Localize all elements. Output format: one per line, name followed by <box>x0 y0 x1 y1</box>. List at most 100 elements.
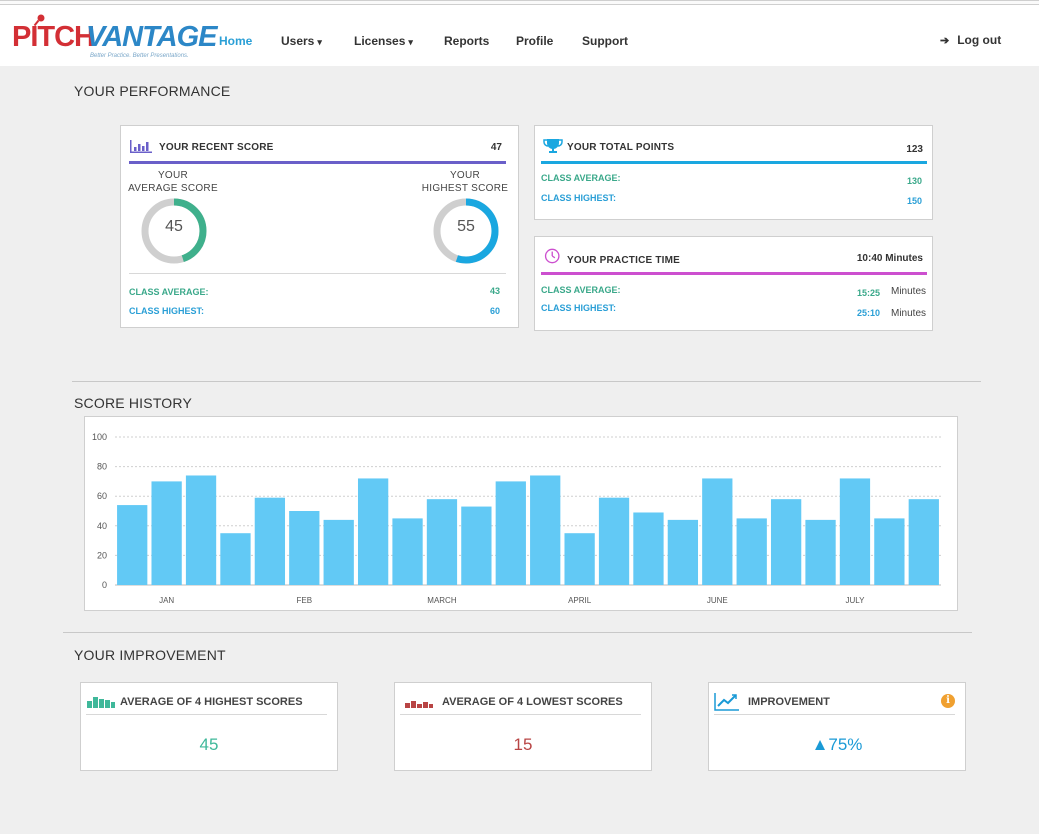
nav-licenses-label: Licenses <box>354 34 406 48</box>
improvement-section-title: YOUR IMPROVEMENT <box>74 647 226 663</box>
y-tick-label: 20 <box>97 550 107 560</box>
score-bar[interactable] <box>357 478 389 585</box>
info-icon[interactable]: i <box>941 694 955 708</box>
recent-score-value: 47 <box>490 142 502 153</box>
performance-section-title: YOUR PERFORMANCE <box>74 83 231 99</box>
practice-time-card: YOUR PRACTICE TIME 10:40 Minutes CLASS A… <box>534 236 933 331</box>
nav-licenses[interactable]: Licenses ▾ <box>354 34 413 48</box>
highest-score-ring <box>433 198 499 264</box>
score-bar[interactable] <box>770 499 802 585</box>
y-tick-label: 80 <box>97 462 107 472</box>
score-bar[interactable] <box>530 475 561 585</box>
score-bar[interactable] <box>392 518 423 585</box>
total-points-value: 123 <box>906 144 923 155</box>
nav-users-label: Users <box>281 34 315 48</box>
recent-score-title: YOUR RECENT SCORE <box>159 142 274 153</box>
y-tick-label: 0 <box>102 580 107 590</box>
logout-icon: ➔ <box>940 35 950 47</box>
x-tick-label: APRIL <box>568 596 592 605</box>
score-history-svg: 0 20 40 60 80 100 JAN FEB MARCH APRIL JUNE JULY <box>92 432 941 605</box>
up-arrow-icon: ▲ <box>811 735 829 754</box>
score-bar[interactable] <box>564 533 595 585</box>
pitchvantage-logo[interactable]: PITCH VANTAGE Better Practice. Better Pr… <box>12 14 217 65</box>
class-highest-label: CLASS HIGHEST: <box>129 306 205 316</box>
recent-score-bar <box>129 161 506 164</box>
y-tick-label: 40 <box>97 521 107 531</box>
improvement-header: IMPROVEMENT i <box>714 691 955 715</box>
points-class-highest-value: 150 <box>906 196 922 206</box>
lowest-scores-value: 15 <box>513 735 533 754</box>
total-points-card: YOUR TOTAL POINTS 123 CLASS AVERAGE: 130… <box>534 125 933 220</box>
average-score-value: 45 <box>165 218 183 235</box>
improvement-card: IMPROVEMENT i ▲75% <box>708 682 966 771</box>
score-history-chart: 0 20 40 60 80 100 JAN FEB MARCH APRIL JUNE JULY <box>84 416 958 611</box>
average-score-label-line2: AVERAGE SCORE <box>128 183 218 194</box>
score-history-section-title: SCORE HISTORY <box>74 395 192 411</box>
logo-vantage: VANTAGE <box>86 21 217 53</box>
class-average-value: 43 <box>489 286 500 296</box>
practice-time-bar <box>541 272 927 275</box>
nav-support[interactable]: Support <box>582 34 628 48</box>
highest-score-gauge: 55 <box>431 196 501 266</box>
score-bar[interactable] <box>461 506 492 585</box>
nav-home[interactable]: Home <box>219 34 253 48</box>
time-class-highest-label: CLASS HIGHEST: <box>541 303 617 313</box>
highest-scores-value: 45 <box>199 735 219 754</box>
x-tick-label: MARCH <box>427 596 457 605</box>
x-tick-label: JAN <box>159 596 174 605</box>
score-bar[interactable] <box>736 518 767 585</box>
score-bar[interactable] <box>323 519 354 585</box>
score-bar[interactable] <box>151 481 182 585</box>
score-bar[interactable] <box>220 533 251 585</box>
top-border <box>0 0 1039 5</box>
time-class-average-unit: Minutes <box>890 286 926 297</box>
nav-profile[interactable]: Profile <box>516 34 554 48</box>
bar-chart-icon <box>130 140 152 153</box>
y-tick-label: 100 <box>92 432 107 442</box>
score-bar[interactable] <box>185 475 217 585</box>
caret-down-icon: ▾ <box>317 37 322 47</box>
practice-time-header: YOUR PRACTICE TIME 10:40 Minutes <box>541 247 927 275</box>
total-points-title: YOUR TOTAL POINTS <box>567 142 675 153</box>
average-score-ring <box>141 198 207 264</box>
logout-button[interactable]: ➔ Log out <box>940 33 1001 47</box>
trophy-icon <box>543 139 563 153</box>
practice-time-value: 10:40 Minutes <box>856 253 923 264</box>
improvement-value: ▲75% <box>709 735 965 755</box>
class-highest-value: 60 <box>489 306 500 316</box>
time-class-highest-unit: Minutes <box>890 308 926 319</box>
score-bar[interactable] <box>426 499 458 585</box>
average-score-label: YOUR AVERAGE SCORE <box>127 169 219 195</box>
bars-red-icon <box>405 701 433 708</box>
score-bar[interactable] <box>598 497 630 585</box>
total-points-header: YOUR TOTAL POINTS 123 <box>541 136 927 164</box>
microphone-icon <box>33 14 45 27</box>
y-tick-label: 60 <box>97 491 107 501</box>
logo-tagline: Better Practice. Better Presentations. <box>90 53 189 59</box>
score-bar[interactable] <box>254 497 286 585</box>
score-bar[interactable] <box>908 499 939 585</box>
score-bar[interactable] <box>633 512 664 585</box>
logo-pitch: PITCH <box>12 21 95 53</box>
nav-reports[interactable]: Reports <box>444 34 490 48</box>
improvement-value-text: 75% <box>828 735 863 754</box>
score-bar[interactable] <box>805 519 836 585</box>
score-bar[interactable] <box>117 505 148 585</box>
lowest-scores-header: AVERAGE OF 4 LOWEST SCORES <box>400 691 641 715</box>
recent-score-card: YOUR RECENT SCORE 47 YOUR AVERAGE SCORE … <box>120 125 519 328</box>
score-bar[interactable] <box>874 518 905 585</box>
lowest-scores-title: AVERAGE OF 4 LOWEST SCORES <box>442 696 623 708</box>
highest-score-label: YOUR HIGHEST SCORE <box>419 169 511 195</box>
points-class-highest-label: CLASS HIGHEST: <box>541 193 617 203</box>
score-bar[interactable] <box>667 519 699 585</box>
class-average-label: CLASS AVERAGE: <box>129 287 209 297</box>
score-bar[interactable] <box>702 478 733 585</box>
average-score-gauge: 45 <box>139 196 209 266</box>
recent-score-header: YOUR RECENT SCORE 47 <box>129 136 506 164</box>
score-bar[interactable] <box>495 481 526 585</box>
score-bar[interactable] <box>839 478 871 585</box>
highest-score-label-line1: YOUR <box>449 170 481 181</box>
score-bar[interactable] <box>289 511 320 585</box>
time-class-average-label: CLASS AVERAGE: <box>541 285 621 295</box>
nav-users[interactable]: Users ▾ <box>281 34 322 48</box>
